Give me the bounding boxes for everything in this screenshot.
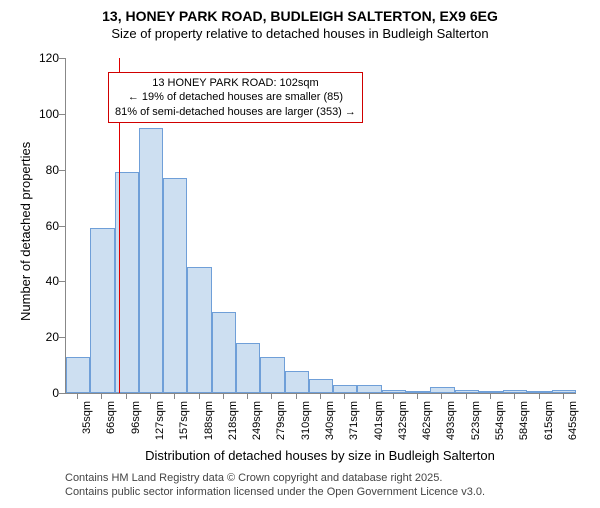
x-tick-label: 249sqm <box>251 401 263 440</box>
annotation-line-3: 81% of semi-detached houses are larger (… <box>115 105 356 119</box>
x-tick-mark <box>101 393 102 399</box>
y-tick-mark <box>59 114 65 115</box>
x-tick-label: 157sqm <box>178 401 190 440</box>
y-tick-label: 80 <box>29 163 59 177</box>
histogram-bar <box>552 390 576 393</box>
y-tick-label: 120 <box>29 51 59 65</box>
x-tick-label: 645sqm <box>567 401 579 440</box>
y-tick-label: 40 <box>29 274 59 288</box>
histogram-bar <box>260 357 284 393</box>
x-tick-label: 462sqm <box>421 401 433 440</box>
x-axis-label: Distribution of detached houses by size … <box>65 448 575 463</box>
x-tick-mark <box>539 393 540 399</box>
annotation-line-1: 13 HONEY PARK ROAD: 102sqm <box>115 76 356 90</box>
x-tick-label: 584sqm <box>518 401 530 440</box>
histogram-bar <box>139 128 163 393</box>
histogram-bar <box>503 390 527 393</box>
y-tick-label: 60 <box>29 219 59 233</box>
chart-container: 13, HONEY PARK ROAD, BUDLEIGH SALTERTON,… <box>0 8 600 508</box>
x-tick-mark <box>77 393 78 399</box>
histogram-bar <box>285 371 309 393</box>
histogram-bar <box>382 390 406 393</box>
y-tick-label: 20 <box>29 330 59 344</box>
histogram-bar <box>333 385 357 393</box>
x-tick-mark <box>126 393 127 399</box>
x-tick-label: 493sqm <box>445 401 457 440</box>
y-tick-label: 0 <box>29 386 59 400</box>
footer-attribution: Contains HM Land Registry data © Crown c… <box>65 471 485 500</box>
histogram-bar <box>115 172 139 393</box>
x-tick-mark <box>150 393 151 399</box>
x-tick-mark <box>320 393 321 399</box>
x-tick-label: 401sqm <box>373 401 385 440</box>
histogram-bar <box>90 228 114 393</box>
x-tick-mark <box>344 393 345 399</box>
x-tick-label: 310sqm <box>300 401 312 440</box>
x-tick-mark <box>490 393 491 399</box>
x-tick-label: 523sqm <box>470 401 482 440</box>
y-tick-mark <box>59 337 65 338</box>
x-tick-mark <box>514 393 515 399</box>
y-tick-mark <box>59 281 65 282</box>
chart-title-address: 13, HONEY PARK ROAD, BUDLEIGH SALTERTON,… <box>0 8 600 24</box>
y-tick-mark <box>59 226 65 227</box>
x-tick-mark <box>223 393 224 399</box>
histogram-bar <box>455 390 479 393</box>
histogram-bar <box>187 267 211 393</box>
histogram-bar <box>527 391 551 393</box>
histogram-bar <box>212 312 236 393</box>
x-tick-label: 371sqm <box>348 401 360 440</box>
x-tick-label: 188sqm <box>203 401 215 440</box>
x-tick-mark <box>466 393 467 399</box>
y-tick-label: 100 <box>29 107 59 121</box>
x-tick-label: 432sqm <box>397 401 409 440</box>
x-tick-mark <box>369 393 370 399</box>
histogram-bar <box>406 391 430 393</box>
histogram-bar <box>163 178 187 393</box>
footer-line-1: Contains HM Land Registry data © Crown c… <box>65 471 485 485</box>
annotation-box: 13 HONEY PARK ROAD: 102sqm ← 19% of deta… <box>108 72 363 123</box>
x-tick-mark <box>174 393 175 399</box>
x-tick-mark <box>296 393 297 399</box>
x-tick-label: 127sqm <box>154 401 166 440</box>
y-tick-mark <box>59 393 65 394</box>
histogram-bar <box>430 387 454 393</box>
x-tick-label: 96sqm <box>130 401 142 434</box>
x-tick-label: 340sqm <box>324 401 336 440</box>
histogram-bar <box>357 385 381 393</box>
x-tick-mark <box>247 393 248 399</box>
x-tick-mark <box>417 393 418 399</box>
x-tick-mark <box>199 393 200 399</box>
x-tick-label: 554sqm <box>494 401 506 440</box>
x-tick-mark <box>271 393 272 399</box>
x-tick-label: 66sqm <box>105 401 117 434</box>
annotation-line-2: ← 19% of detached houses are smaller (85… <box>115 90 356 104</box>
x-tick-label: 615sqm <box>543 401 555 440</box>
x-tick-label: 279sqm <box>275 401 287 440</box>
y-tick-mark <box>59 58 65 59</box>
x-tick-mark <box>441 393 442 399</box>
x-tick-label: 35sqm <box>81 401 93 434</box>
chart-subtitle: Size of property relative to detached ho… <box>0 26 600 41</box>
x-tick-mark <box>393 393 394 399</box>
histogram-bar <box>309 379 333 393</box>
histogram-bar <box>236 343 260 393</box>
y-tick-mark <box>59 170 65 171</box>
footer-line-2: Contains public sector information licen… <box>65 485 485 499</box>
histogram-bar <box>66 357 90 393</box>
x-tick-mark <box>563 393 564 399</box>
x-tick-label: 218sqm <box>227 401 239 440</box>
